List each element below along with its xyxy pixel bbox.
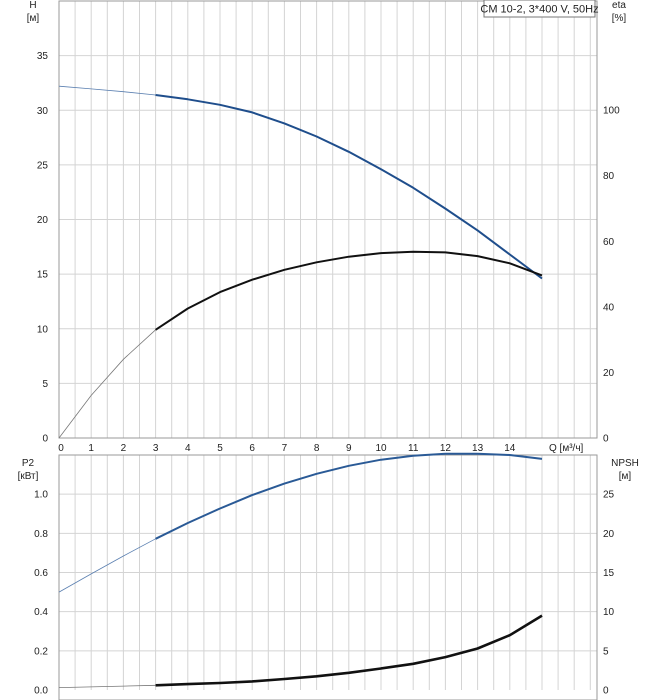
x-tick-label: 12 bbox=[440, 443, 452, 454]
npsh-curve bbox=[155, 614, 543, 687]
legend-box bbox=[483, 0, 596, 18]
y2-tick-label: 15 bbox=[603, 568, 615, 579]
y2-tick-label: 5 bbox=[603, 646, 609, 657]
y2-tick-label: 20 bbox=[603, 529, 615, 540]
efficiency-axis-unit: [%] bbox=[612, 13, 627, 24]
chart-title: CM 10-2, 3*400 V, 50Hz bbox=[480, 4, 598, 16]
x-tick-label: 9 bbox=[346, 443, 352, 454]
npsh-axis-label: NPSH bbox=[611, 458, 639, 469]
top-grid bbox=[59, 1, 597, 438]
power-curve bbox=[155, 452, 543, 540]
y-tick-label: 15 bbox=[37, 270, 49, 281]
bottom-plot-frame bbox=[58, 454, 598, 700]
y-tick-label: 0.6 bbox=[34, 568, 48, 579]
x-tick-label: 0 bbox=[58, 443, 64, 454]
top-plot-frame bbox=[58, 0, 598, 439]
y-tick-label: 10 bbox=[37, 324, 49, 335]
bottom-series bbox=[58, 452, 543, 688]
power-axis-unit: [кВт] bbox=[18, 471, 39, 482]
y-tick-label: 20 bbox=[37, 215, 49, 226]
x-tick-label: 4 bbox=[185, 443, 191, 454]
y2-tick-label: 20 bbox=[603, 368, 615, 379]
y2-tick-label: 10 bbox=[603, 607, 615, 618]
y2-tick-label: 60 bbox=[603, 237, 615, 248]
x-tick-label: 1 bbox=[88, 443, 94, 454]
y-tick-label: 0 bbox=[42, 434, 48, 445]
flow-axis-label: Q [м³/ч] bbox=[549, 443, 584, 454]
y-tick-label: 5 bbox=[42, 379, 48, 390]
y2-tick-label: 40 bbox=[603, 302, 615, 313]
x-tick-label: 10 bbox=[375, 443, 387, 454]
efficiency-curve-extrapolated bbox=[58, 329, 156, 439]
x-tick-label: 5 bbox=[217, 443, 223, 454]
y-tick-label: 0.8 bbox=[34, 529, 48, 540]
bottom-grid bbox=[59, 455, 597, 690]
y-tick-label: 25 bbox=[37, 160, 49, 171]
top-series bbox=[58, 85, 543, 439]
x-tick-label: 7 bbox=[282, 443, 288, 454]
y-tick-label: 35 bbox=[37, 51, 49, 62]
head-axis-unit: [м] bbox=[27, 13, 40, 24]
x-tick-label: 14 bbox=[504, 443, 516, 454]
power-axis-label: P2 bbox=[22, 458, 35, 469]
y2-tick-label: 0 bbox=[603, 434, 609, 445]
y-tick-label: 30 bbox=[37, 106, 49, 117]
x-tick-label: 8 bbox=[314, 443, 320, 454]
y-tick-label: 0.2 bbox=[34, 646, 48, 657]
power-curve-extrapolated bbox=[58, 538, 156, 593]
bottom-tick-labels: 0.0 0.2 0.4 0.6 0.8 1.0 0 5 10 15 20 25 bbox=[34, 490, 614, 697]
y2-tick-label: 80 bbox=[603, 171, 615, 182]
power-npsh-panel: 0.0 0.2 0.4 0.6 0.8 1.0 0 5 10 15 20 25 P2 [кВт] NP… bbox=[18, 452, 639, 700]
efficiency-axis-label: eta bbox=[612, 0, 626, 11]
npsh-axis-unit: [м] bbox=[619, 471, 632, 482]
y2-tick-label: 25 bbox=[603, 490, 615, 501]
efficiency-curve bbox=[155, 250, 543, 331]
x-tick-label: 11 bbox=[408, 443, 419, 454]
y2-tick-label: 100 bbox=[603, 106, 620, 117]
x-tick-label: 2 bbox=[121, 443, 127, 454]
x-tick-label: 3 bbox=[153, 443, 159, 454]
y-tick-label: 0.4 bbox=[34, 607, 48, 618]
npsh-curve-extrapolated bbox=[58, 684, 156, 688]
head-axis-label: H bbox=[29, 0, 36, 11]
y-tick-label: 1.0 bbox=[34, 490, 48, 501]
head-curve-extrapolated bbox=[58, 85, 156, 96]
y2-tick-label: 0 bbox=[603, 686, 609, 697]
head-curve bbox=[155, 94, 543, 280]
y-tick-label: 0.0 bbox=[34, 686, 48, 697]
x-tick-label: 6 bbox=[249, 443, 255, 454]
x-tick-label: 13 bbox=[472, 443, 484, 454]
